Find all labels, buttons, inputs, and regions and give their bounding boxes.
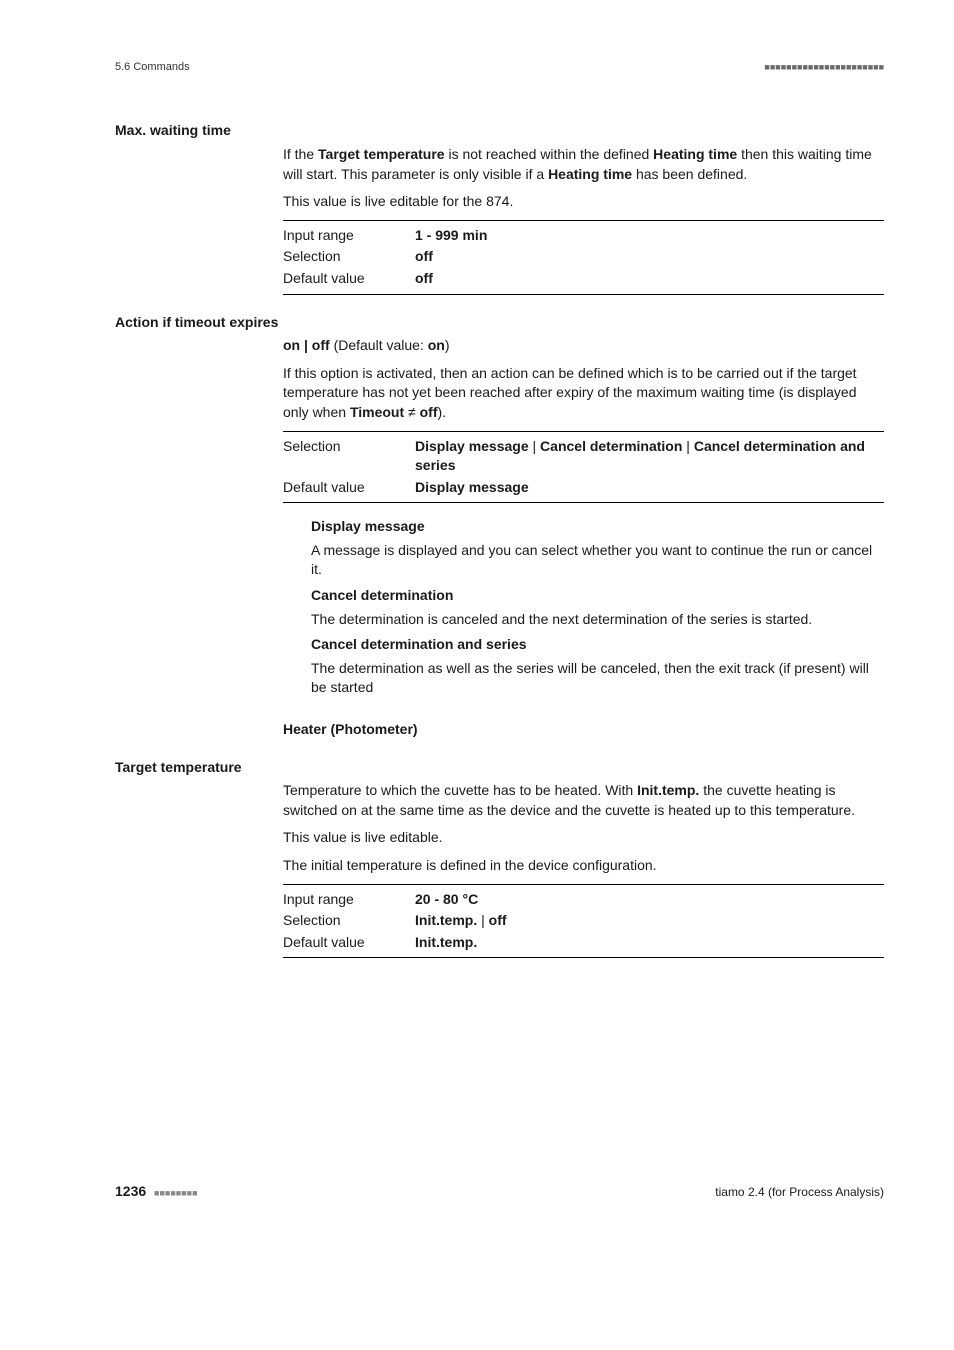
param-val: off — [415, 247, 884, 267]
header-divider-dots: ■■■■■■■■■■■■■■■■■■■■■■ — [764, 61, 884, 74]
page-footer: 1236 ■■■■■■■■ tiamo 2.4 (for Process Ana… — [115, 1182, 884, 1202]
max-waiting-time-table: Input range 1 - 999 min Selection off De… — [283, 220, 884, 295]
param-key: Selection — [283, 911, 415, 931]
table-row: Default value Init.temp. — [283, 932, 884, 954]
action-timeout-body: on | off (Default value: on) If this opt… — [283, 336, 884, 422]
max-waiting-time-body: If the Target temperature is not reached… — [283, 145, 884, 212]
param-key: Default value — [283, 478, 415, 498]
option-title-cancel-det: Cancel determination — [311, 586, 884, 606]
action-timeout-desc: If this option is activated, then an act… — [283, 364, 884, 423]
param-key: Input range — [283, 226, 415, 246]
target-temp-desc-3: The initial temperature is defined in th… — [283, 856, 884, 876]
option-title-display-message: Display message — [311, 517, 884, 537]
header-section-ref: 5.6 Commands — [115, 60, 190, 75]
param-key: Default value — [283, 933, 415, 953]
table-row: Selection off — [283, 246, 884, 268]
page-header: 5.6 Commands ■■■■■■■■■■■■■■■■■■■■■■ — [115, 60, 884, 75]
param-val: Init.temp. — [415, 933, 884, 953]
target-temp-desc-2: This value is live editable. — [283, 828, 884, 848]
param-val: 1 - 999 min — [415, 226, 884, 246]
max-waiting-time-desc-1: If the Target temperature is not reached… — [283, 145, 884, 184]
action-timeout-options: Display message A message is displayed a… — [311, 517, 884, 698]
param-label-target-temp: Target temperature — [115, 758, 884, 778]
param-label-action-timeout: Action if timeout expires — [115, 313, 884, 333]
action-timeout-table: Selection Display message | Cancel deter… — [283, 431, 884, 504]
param-val: off — [415, 269, 884, 289]
table-row: Default value off — [283, 268, 884, 290]
subheading-heater-photometer: Heater (Photometer) — [283, 720, 884, 740]
option-desc-cancel-det: The determination is canceled and the ne… — [311, 610, 884, 630]
option-desc-display-message: A message is displayed and you can selec… — [311, 541, 884, 580]
action-timeout-onoff: on | off (Default value: on) — [283, 336, 884, 356]
target-temp-desc-1: Temperature to which the cuvette has to … — [283, 781, 884, 820]
table-row: Input range 1 - 999 min — [283, 225, 884, 247]
target-temp-body: Temperature to which the cuvette has to … — [283, 781, 884, 875]
table-row: Selection Display message | Cancel deter… — [283, 436, 884, 477]
option-title-cancel-det-series: Cancel determination and series — [311, 635, 884, 655]
table-row: Selection Init.temp. | off — [283, 910, 884, 932]
table-row: Default value Display message — [283, 477, 884, 499]
param-val: 20 - 80 °C — [415, 890, 884, 910]
param-label-max-waiting-time: Max. waiting time — [115, 121, 884, 141]
param-val: Display message — [415, 478, 884, 498]
option-desc-cancel-det-series: The determination as well as the series … — [311, 659, 884, 698]
param-key: Input range — [283, 890, 415, 910]
target-temp-table: Input range 20 - 80 °C Selection Init.te… — [283, 884, 884, 959]
table-row: Input range 20 - 80 °C — [283, 889, 884, 911]
param-val: Init.temp. | off — [415, 911, 884, 931]
param-key: Default value — [283, 269, 415, 289]
param-val: Display message | Cancel determination |… — [415, 437, 884, 476]
param-key: Selection — [283, 247, 415, 267]
max-waiting-time-desc-2: This value is live editable for the 874. — [283, 192, 884, 212]
footer-page-number: 1236 ■■■■■■■■ — [115, 1182, 198, 1202]
param-key: Selection — [283, 437, 415, 476]
footer-product: tiamo 2.4 (for Process Analysis) — [715, 1184, 884, 1201]
footer-dots: ■■■■■■■■ — [154, 1188, 198, 1198]
